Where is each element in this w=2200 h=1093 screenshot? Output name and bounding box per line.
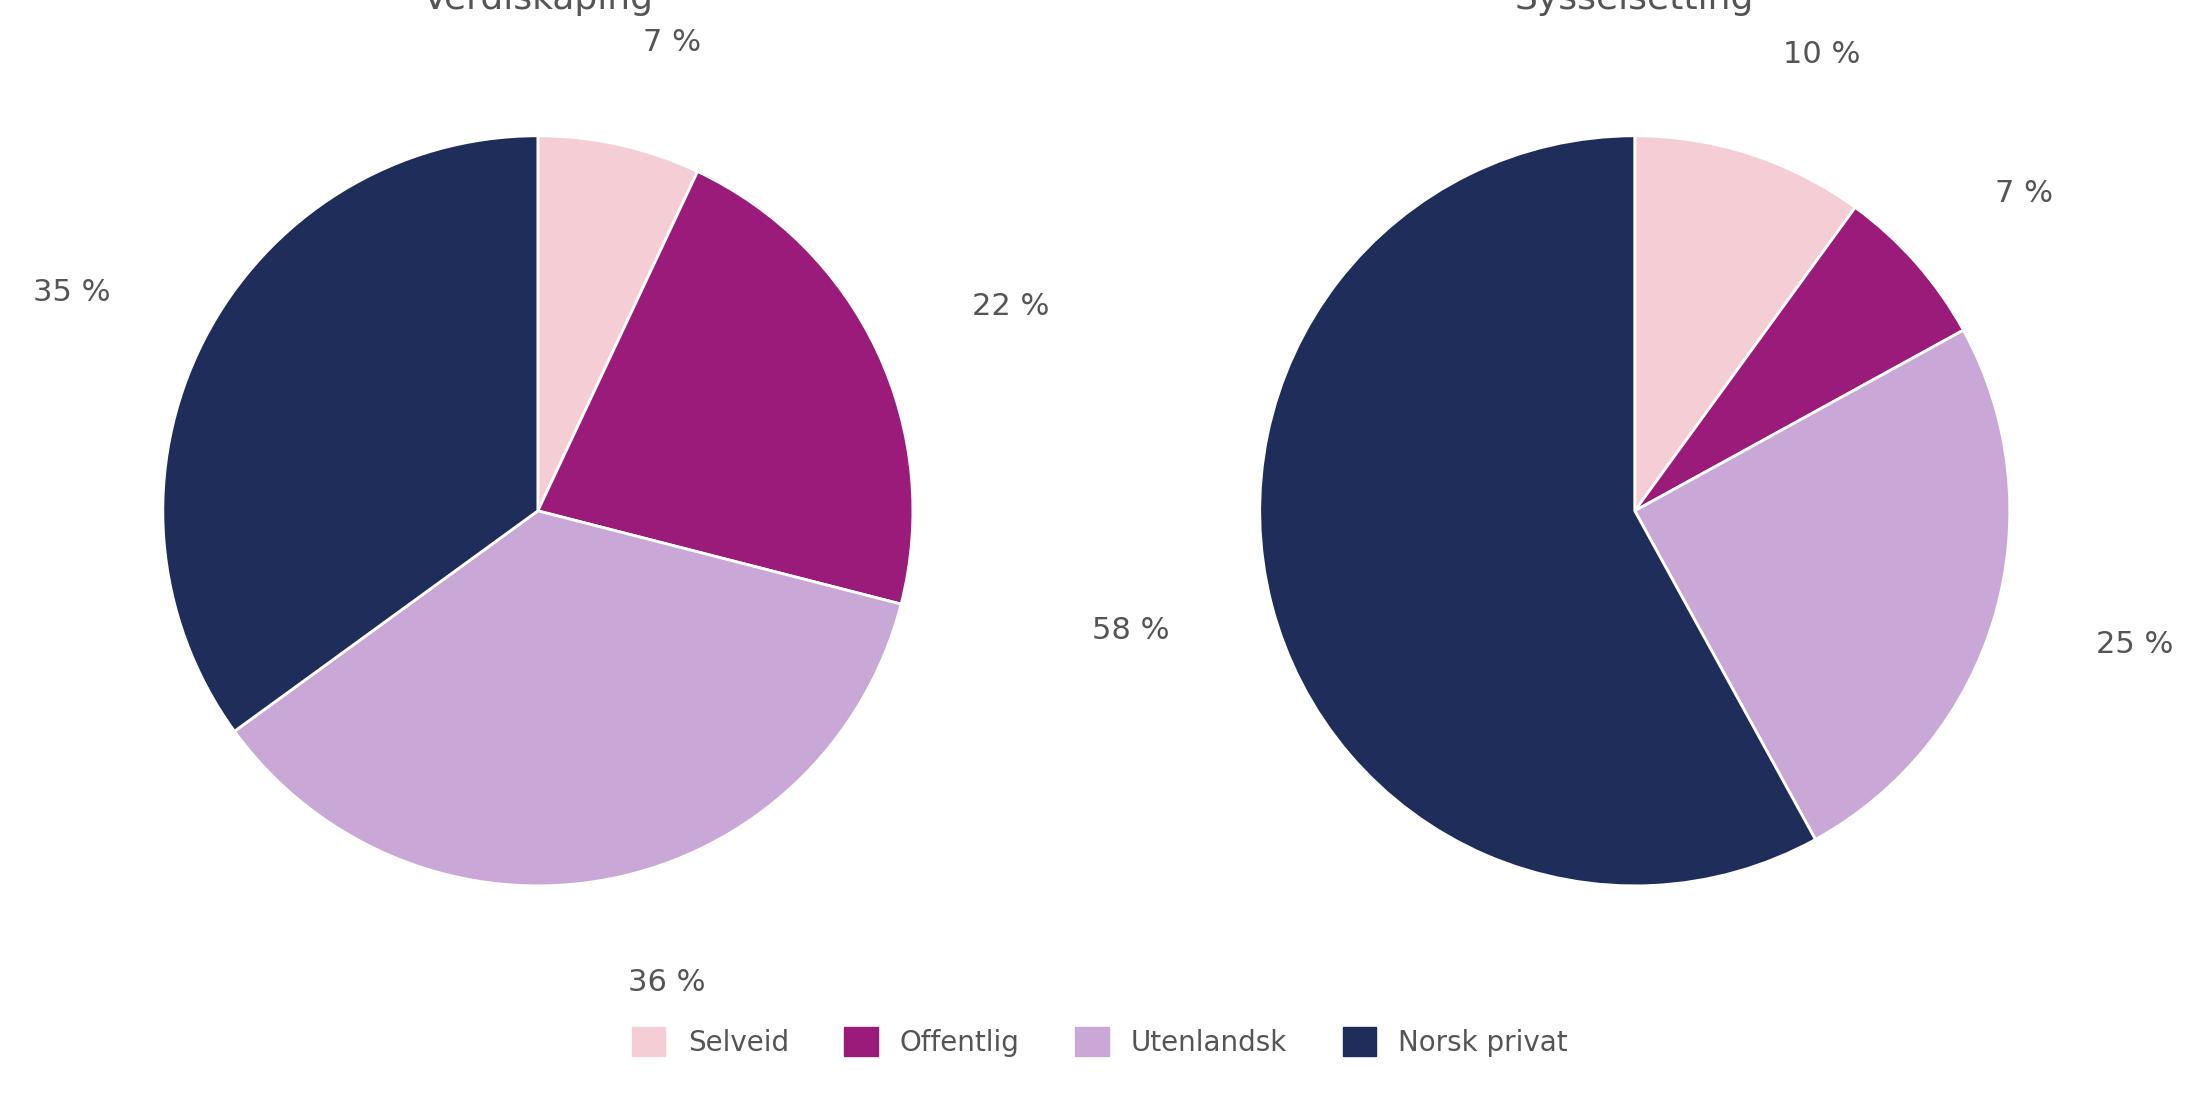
Text: 35 %: 35 % <box>33 279 110 307</box>
Text: 10 %: 10 % <box>1784 39 1861 69</box>
Text: 7 %: 7 % <box>642 27 700 57</box>
Wedge shape <box>1635 208 1962 510</box>
Wedge shape <box>537 172 913 604</box>
Wedge shape <box>163 136 537 731</box>
Legend: Selveid, Offentlig, Utenlandsk, Norsk privat: Selveid, Offentlig, Utenlandsk, Norsk pr… <box>620 1016 1580 1068</box>
Wedge shape <box>1635 136 1855 510</box>
Text: 25 %: 25 % <box>2097 631 2174 659</box>
Title: Verdiskaping: Verdiskaping <box>422 0 653 15</box>
Text: 22 %: 22 % <box>972 292 1049 321</box>
Text: 36 %: 36 % <box>627 968 706 997</box>
Wedge shape <box>537 136 697 510</box>
Wedge shape <box>235 510 902 885</box>
Wedge shape <box>1635 330 2011 839</box>
Text: 7 %: 7 % <box>1995 179 2053 208</box>
Text: 58 %: 58 % <box>1091 615 1170 645</box>
Title: Sysselsetting: Sysselsetting <box>1516 0 1753 15</box>
Wedge shape <box>1261 136 1815 885</box>
